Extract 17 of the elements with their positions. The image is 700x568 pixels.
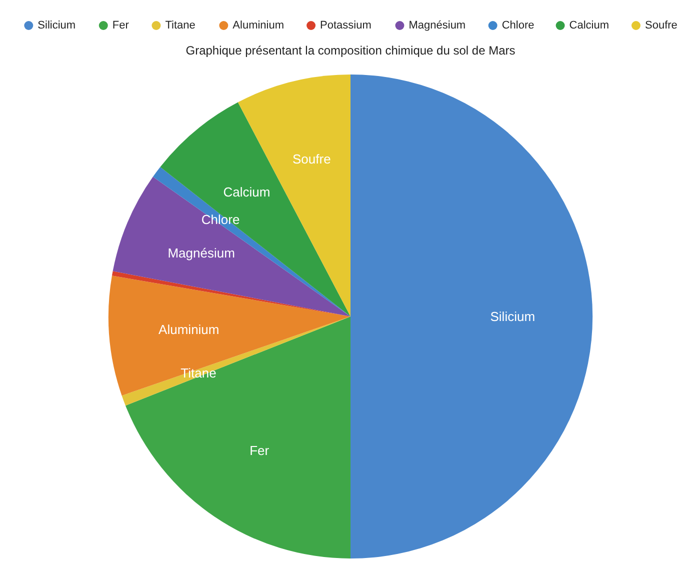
text: Graphique présentant la composition chimique du sol de Mars <box>186 44 516 58</box>
legend-label: Silicium <box>38 20 76 32</box>
legend-label: Titane <box>165 20 196 32</box>
legend-label: Calcium <box>569 20 610 32</box>
slice-label: Soufre <box>292 152 331 167</box>
legend-label: Potassium <box>320 20 372 32</box>
slice-label: Aluminium <box>158 322 220 338</box>
slice-label: Fer <box>250 443 270 458</box>
slice-label: Calcium <box>223 184 270 200</box>
legend-label: Chlore <box>502 20 534 32</box>
slice-label: Magnésium <box>168 246 235 261</box>
legend-label: Soufre <box>644 20 678 32</box>
legend-label: Aluminium <box>232 20 284 32</box>
slice-label: Chlore <box>201 212 240 228</box>
slice-label: Silicium <box>490 309 536 324</box>
legend-label: Magnésium <box>408 20 466 32</box>
legend-label: Fer <box>112 20 130 32</box>
